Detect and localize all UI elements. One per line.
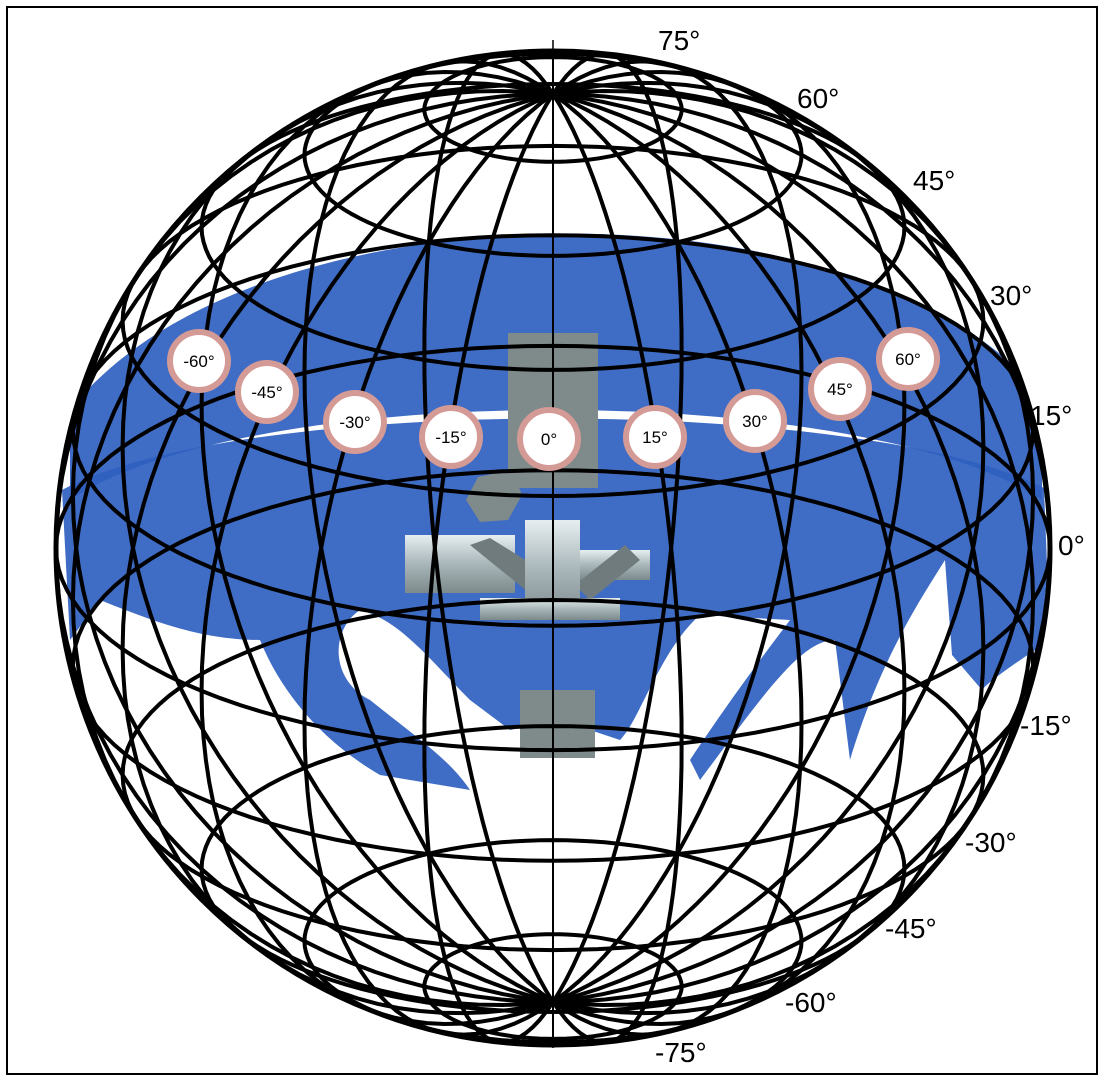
azimuth-marker: 60° [876,327,940,391]
instrument-arm-right [575,545,640,600]
instrument-model [405,333,650,758]
azimuth-marker-label: 30° [742,412,768,431]
azimuth-marker-label: -15° [435,428,466,447]
azimuth-marker: 30° [723,389,787,453]
instrument-stem [520,690,595,758]
azimuth-markers: -60° -45° -30° -15° 0° 15° 30° 45° 60° [167,327,940,471]
latitude-label: -45° [885,913,937,944]
latitude-label: 75° [658,25,700,56]
azimuth-marker-label: 15° [642,428,668,447]
azimuth-marker-label: 45° [827,380,853,399]
azimuth-marker: -30° [323,390,387,454]
wireframe-grid [53,40,1053,1048]
instrument-base [480,598,620,620]
azimuth-marker: -45° [235,360,299,424]
azimuth-marker: 15° [623,405,687,469]
latitude-label: 0° [1058,530,1085,561]
latitude-label: 60° [797,83,839,114]
latitude-label: -30° [965,827,1017,858]
azimuth-marker: -60° [167,329,231,393]
azimuth-marker: -15° [419,405,483,469]
azimuth-marker-label: -60° [183,352,214,371]
latitude-label: 45° [913,165,955,196]
azimuth-marker-label: 0° [541,430,557,449]
azimuth-marker-label: -30° [339,413,370,432]
azimuth-marker: 45° [808,357,872,421]
azimuth-marker-label: -45° [251,383,282,402]
latitude-label: 30° [990,280,1032,311]
azimuth-marker: 0° [517,407,581,471]
latitude-label: -75° [655,1037,707,1068]
latitude-label: 15° [1030,400,1072,431]
latitude-label: -60° [785,987,837,1018]
latitude-label: -15° [1020,710,1072,741]
latitude-labels: 75° 60° 45° 30° 15° 0° -15° -30° -45° -60° -75° [655,25,1085,1068]
azimuth-marker-label: 60° [895,350,921,369]
